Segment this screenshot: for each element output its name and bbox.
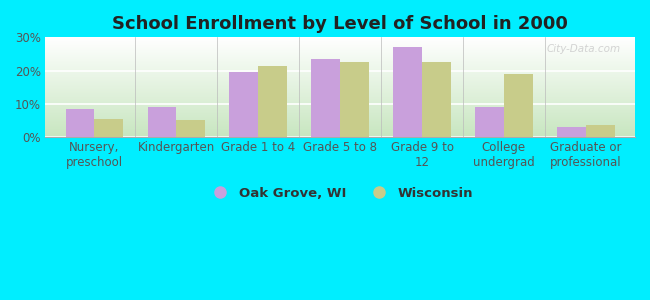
Bar xyxy=(66,109,94,137)
Bar xyxy=(94,119,123,137)
Bar xyxy=(557,127,586,137)
Text: City-Data.com: City-Data.com xyxy=(546,44,620,54)
Bar xyxy=(475,107,504,137)
Bar xyxy=(311,59,340,137)
Bar xyxy=(422,62,450,137)
Bar xyxy=(393,47,422,137)
Bar xyxy=(258,66,287,137)
Bar xyxy=(176,120,205,137)
Bar xyxy=(504,74,532,137)
Bar xyxy=(340,62,369,137)
Legend: Oak Grove, WI, Wisconsin: Oak Grove, WI, Wisconsin xyxy=(202,182,478,205)
Bar xyxy=(148,107,176,137)
Bar xyxy=(229,72,258,137)
Bar xyxy=(586,125,614,137)
Title: School Enrollment by Level of School in 2000: School Enrollment by Level of School in … xyxy=(112,15,568,33)
